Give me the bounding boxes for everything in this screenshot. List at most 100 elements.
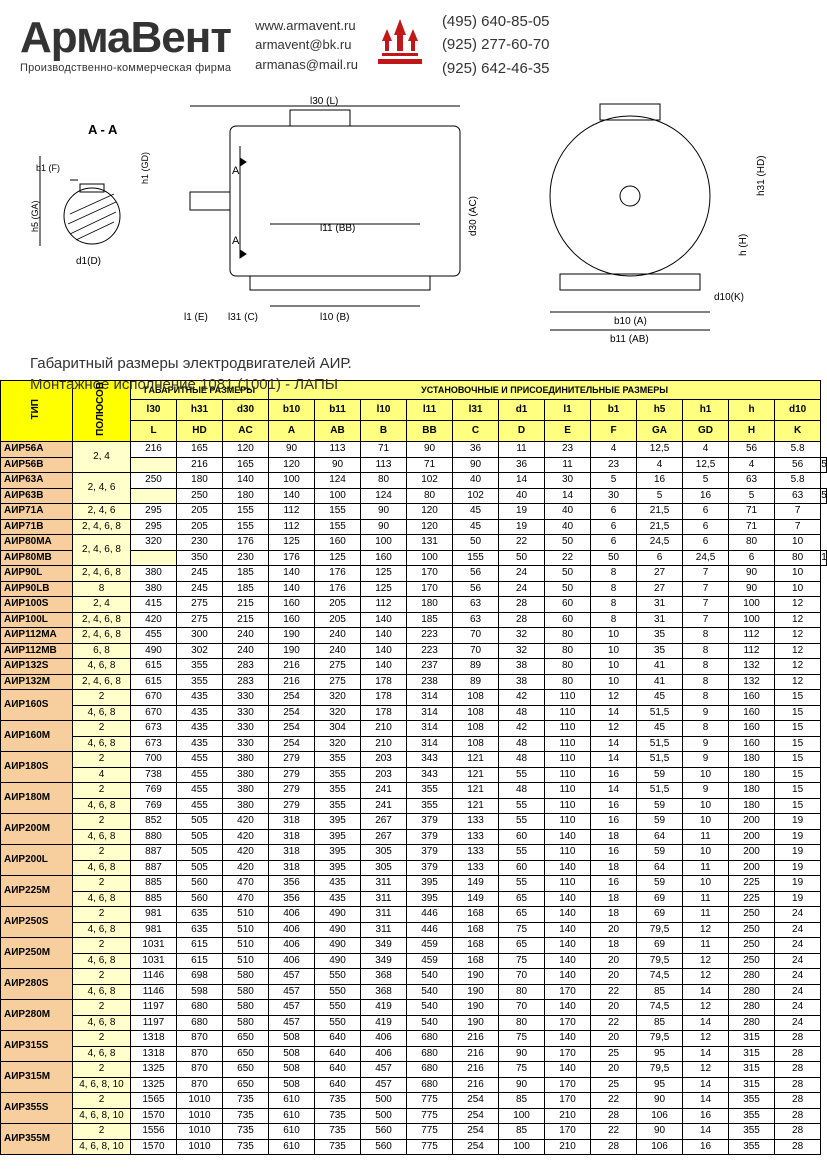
cell-val: 59 [637, 767, 683, 783]
hdr-dim-letter: B [361, 421, 407, 442]
cell-type: АИР100S [1, 597, 73, 613]
cell-val: 355 [729, 1093, 775, 1109]
cell-val: 125 [361, 566, 407, 582]
cell-val: 190 [453, 984, 499, 1000]
table-row: АИР180S270045538027935520334312148110145… [1, 752, 827, 768]
cell-val: 140 [269, 488, 315, 504]
cell-val: 178 [361, 705, 407, 721]
cell-val: 237 [407, 659, 453, 675]
cell-val: 1146 [131, 984, 177, 1000]
cell-type: АИР355S [1, 1093, 73, 1124]
cell-val: 673 [131, 721, 177, 737]
cell-val: 304 [315, 721, 361, 737]
cell-val: 379 [407, 829, 453, 845]
table-row: АИР71В2, 4, 6, 8295205155112155901204519… [1, 519, 827, 535]
cell-poles: 4, 6, 8, 10 [73, 1139, 131, 1155]
hdr-dim-code: d30 [223, 400, 269, 421]
cell-val: 133 [453, 814, 499, 830]
svg-text:b11 (AB): b11 (AB) [610, 334, 649, 344]
cell-poles: 2, 4, 6 [73, 504, 131, 520]
cell-val: 16 [591, 814, 637, 830]
cell-val: 1318 [131, 1046, 177, 1062]
cell-val: 435 [177, 705, 223, 721]
table-row: 4, 6, 8670435330254320178314108481101451… [1, 705, 827, 721]
cell-val: 28 [775, 1108, 821, 1124]
cell-val: 140 [545, 938, 591, 954]
cell-poles: 4 [73, 767, 131, 783]
cell-poles: 2, 4, 6, 8 [73, 612, 131, 628]
cell-val: 12 [775, 597, 821, 613]
cell-val: 56 [729, 442, 775, 458]
cell-val: 880 [131, 829, 177, 845]
cell-val: 550 [315, 1015, 361, 1031]
cell-val: 250 [729, 953, 775, 969]
cell-val: 887 [131, 860, 177, 876]
cell-val: 22 [499, 535, 545, 551]
cell-poles: 4, 6, 8 [73, 798, 131, 814]
hdr-dim-code: h1 [683, 400, 729, 421]
cell-val: 580 [223, 984, 269, 1000]
cell-val: 680 [407, 1031, 453, 1047]
cell-val: 435 [177, 736, 223, 752]
cell-val: 28 [775, 1077, 821, 1093]
cell-val: 48 [499, 752, 545, 768]
cell-val: 240 [223, 643, 269, 659]
cell-val: 6 [683, 504, 729, 520]
hdr-dim-letter: F [591, 421, 637, 442]
svg-text:l10 (B): l10 (B) [320, 312, 349, 323]
cell-val: 459 [407, 938, 453, 954]
cell-val: 20 [591, 969, 637, 985]
cell-val: 36 [499, 457, 545, 473]
cell-val: 420 [131, 612, 177, 628]
cell-val: 69 [637, 938, 683, 954]
cell-poles: 4, 6, 8 [73, 860, 131, 876]
cell-val: 508 [269, 1031, 315, 1047]
cell-val: 108 [453, 736, 499, 752]
cell-val: 22 [591, 984, 637, 1000]
cell-val: 379 [407, 845, 453, 861]
cell-val: 170 [545, 1093, 591, 1109]
cell-poles: 4, 6, 8, 10 [73, 1077, 131, 1093]
cell-val: 160 [729, 690, 775, 706]
cell-val: 35 [637, 643, 683, 659]
cell-val: 180 [729, 798, 775, 814]
cell-val: 580 [223, 1000, 269, 1016]
cell-val: 560 [177, 876, 223, 892]
cell-val: 505 [177, 814, 223, 830]
cell-val: 24,5 [637, 535, 683, 551]
cell-poles: 4, 6, 8 [73, 984, 131, 1000]
cell-val: 112 [269, 519, 315, 535]
cell-val: 12,5 [683, 457, 729, 473]
cell-val: 133 [453, 845, 499, 861]
cell-val: 315 [729, 1046, 775, 1062]
table-row: АИР315М213258706505086404576802167514020… [1, 1062, 827, 1078]
cell-val: 121 [453, 783, 499, 799]
cell-val: 14 [591, 752, 637, 768]
cell-val: 140 [361, 659, 407, 675]
cell-val: 80 [499, 1015, 545, 1031]
table-body: АИР56А2, 4216165120901137190361123412,54… [1, 442, 827, 1155]
cell-val: 155 [453, 550, 499, 566]
table-row: АИР90L2, 4, 6, 8380245185140176125170562… [1, 566, 827, 582]
cell-val: 8 [683, 721, 729, 737]
cell-val: 70 [499, 969, 545, 985]
cell-val: 59 [637, 798, 683, 814]
cell-val: 80 [499, 984, 545, 1000]
cell-val: 64 [637, 829, 683, 845]
hdr-dim-letter: GA [637, 421, 683, 442]
cell-val: 735 [223, 1108, 269, 1124]
cell-poles: 2 [73, 1124, 131, 1140]
cell-val: 283 [223, 659, 269, 675]
cell-val: 15 [775, 705, 821, 721]
cell-val: 180 [223, 488, 269, 504]
cell-val: 216 [453, 1062, 499, 1078]
cell-poles: 2 [73, 876, 131, 892]
table-row: 4, 6, 8103161551040649034945916875140207… [1, 953, 827, 969]
cell-val: 240 [223, 628, 269, 644]
cell-val: 10 [775, 566, 821, 582]
cell-val: 254 [269, 705, 315, 721]
cell-val: 40 [545, 519, 591, 535]
cell-val: 21,5 [637, 504, 683, 520]
cell-val: 75 [499, 1031, 545, 1047]
cell-val: 5 [591, 473, 637, 489]
